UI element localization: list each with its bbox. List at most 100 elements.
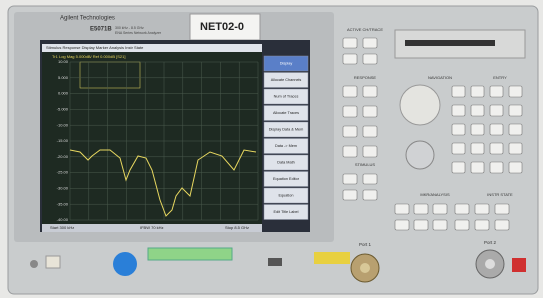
knob[interactable] <box>400 85 440 125</box>
key[interactable] <box>363 126 377 137</box>
y-label: -15.00 <box>57 138 69 143</box>
menu-bar-text: Stimulus Response Display Marker Analysi… <box>46 45 144 50</box>
model: E5071B <box>90 27 112 33</box>
key[interactable] <box>471 86 484 97</box>
key[interactable] <box>343 38 357 48</box>
key[interactable] <box>471 124 484 135</box>
section-title: STIMULUS <box>355 162 376 167</box>
softkey-label: Display Data & Mem <box>269 128 304 132</box>
key[interactable] <box>509 162 522 173</box>
key[interactable] <box>509 86 522 97</box>
floppy-slot <box>405 40 495 46</box>
key[interactable] <box>363 106 377 117</box>
status-text: IFBW 70 kHz <box>140 225 164 230</box>
section-title: ENTRY <box>493 75 507 80</box>
port-label: Port 1 <box>359 242 372 247</box>
brand: Agilent Technologies <box>60 16 115 22</box>
softkey-label: Equation Editor <box>273 177 300 181</box>
nav-pad[interactable] <box>406 141 434 169</box>
y-label: -5.000 <box>57 106 69 111</box>
standby-button[interactable] <box>46 256 60 268</box>
key[interactable] <box>471 143 484 154</box>
y-label: -20.00 <box>57 154 69 159</box>
port-2-center <box>485 259 495 269</box>
port-1-center <box>360 263 370 273</box>
section-title: RESPONSE <box>354 75 377 80</box>
key[interactable] <box>343 126 357 137</box>
key[interactable] <box>363 146 377 157</box>
softkey-label: Num of Traces <box>274 95 299 99</box>
key[interactable] <box>455 204 469 214</box>
key[interactable] <box>343 106 357 117</box>
key[interactable] <box>495 204 509 214</box>
section-title: ACTIVE CH/TRACE <box>347 27 383 32</box>
warning-label <box>314 252 350 264</box>
key[interactable] <box>343 190 357 200</box>
softkey-label: Data Math <box>277 161 295 165</box>
y-label: -25.00 <box>57 170 69 175</box>
key[interactable] <box>475 204 489 214</box>
key[interactable] <box>343 146 357 157</box>
softkey-label: Data -> Mem <box>275 144 297 148</box>
model-desc: ENA Series Network Analyzer <box>115 31 162 35</box>
port-label: Port 2 <box>484 240 497 245</box>
key[interactable] <box>363 38 377 48</box>
key[interactable] <box>363 86 377 97</box>
key[interactable] <box>395 220 409 230</box>
key[interactable] <box>433 204 447 214</box>
key[interactable] <box>452 86 465 97</box>
key[interactable] <box>495 220 509 230</box>
key[interactable] <box>475 220 489 230</box>
softkey-label: Equation <box>279 194 294 198</box>
key[interactable] <box>363 190 377 200</box>
key[interactable] <box>490 124 503 135</box>
sticker <box>113 252 137 276</box>
key[interactable] <box>455 220 469 230</box>
section-title: MKR/ANALYSIS <box>420 192 450 197</box>
y-label: 10.00 <box>58 59 69 64</box>
key[interactable] <box>490 143 503 154</box>
key[interactable] <box>414 204 428 214</box>
key[interactable] <box>433 220 447 230</box>
usb-port[interactable] <box>268 258 282 266</box>
softkey-label: Display <box>280 62 293 66</box>
key[interactable] <box>490 105 503 116</box>
y-label: -10.00 <box>57 122 69 127</box>
key[interactable] <box>343 86 357 97</box>
key[interactable] <box>363 54 377 64</box>
y-label: -35.00 <box>57 201 69 206</box>
key[interactable] <box>452 143 465 154</box>
key[interactable] <box>509 105 522 116</box>
softkey-label: Edit Title Label <box>274 210 299 214</box>
analyzer-photo: Agilent Technologies E5071B 300 kHz - 8.… <box>0 0 543 298</box>
red-cap <box>512 258 526 272</box>
key[interactable] <box>452 105 465 116</box>
key[interactable] <box>471 162 484 173</box>
y-label: -30.00 <box>57 185 69 190</box>
model-sub: 300 kHz - 8.5 GHz <box>115 26 144 30</box>
y-label: 5.000 <box>58 75 69 80</box>
key[interactable] <box>471 105 484 116</box>
asset-tag: NET02-0 <box>200 21 244 33</box>
key[interactable] <box>509 124 522 135</box>
key[interactable] <box>395 204 409 214</box>
key[interactable] <box>452 162 465 173</box>
key[interactable] <box>414 220 428 230</box>
y-label: 0.000 <box>58 91 69 96</box>
section-title: INSTR STATE <box>487 192 513 197</box>
key[interactable] <box>490 86 503 97</box>
status-text: Start 300 kHz <box>50 225 74 230</box>
softkey-label: Allocate Channels <box>271 78 302 82</box>
key[interactable] <box>490 162 503 173</box>
y-label: -40.00 <box>57 217 69 222</box>
status-text: Stop 8.5 GHz <box>225 225 249 230</box>
section-title: NAVIGATION <box>428 75 452 80</box>
key[interactable] <box>509 143 522 154</box>
key[interactable] <box>343 174 357 184</box>
key[interactable] <box>363 174 377 184</box>
power-switch[interactable] <box>30 260 38 268</box>
key[interactable] <box>343 54 357 64</box>
softkey-label: Allocate Traces <box>273 111 299 115</box>
label-strip <box>148 248 232 260</box>
key[interactable] <box>452 124 465 135</box>
